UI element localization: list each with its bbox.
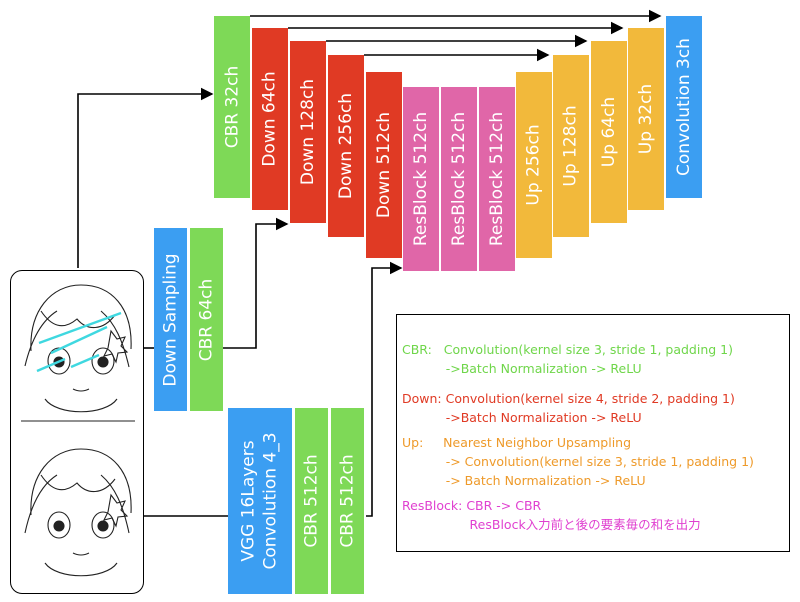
legend-resblock-line2: ResBlock入力前と後の要素毎の和を出力 (402, 517, 701, 532)
block-cbr512-b: CBR 512ch (331, 408, 364, 594)
block-resblock-2-label: ResBlock 512ch (449, 111, 470, 247)
block-cbr32-label: CBR 32ch (222, 65, 243, 149)
block-up128: Up 128ch (553, 55, 589, 237)
block-down64: Down 64ch (252, 28, 288, 210)
block-up256-label: Up 256ch (524, 124, 544, 206)
block-cbr512-a: CBR 512ch (295, 408, 328, 594)
line-art-sketch-image (21, 284, 135, 577)
block-resblock-3-label: ResBlock 512ch (487, 111, 508, 247)
block-up256: Up 256ch (516, 72, 552, 258)
block-downsampling: Down Sampling (154, 228, 187, 411)
block-up128-label: Up 128ch (561, 105, 581, 187)
block-downsampling-label: Down Sampling (160, 252, 181, 387)
block-conv3-label: Convolution 3ch (674, 38, 695, 176)
block-resblock-2: ResBlock 512ch (441, 87, 477, 271)
block-resblock-1-label: ResBlock 512ch (411, 111, 432, 247)
block-cbr64-label: CBR 64ch (196, 278, 217, 361)
block-down256-label: Down 256ch (336, 92, 356, 200)
cbr512-to-resblock-arrow (366, 261, 403, 517)
block-cbr512-b-label: CBR 512ch (337, 454, 358, 548)
legend-resblock-line1: ResBlock: CBR -> CBR (402, 498, 542, 513)
legend-box: CBR: Convolution(kernel size 3, stride 1… (396, 314, 790, 552)
block-down256: Down 256ch (328, 55, 364, 237)
legend-up-line1: Up: Nearest Neighbor Upsampling (402, 435, 632, 450)
block-cbr64: CBR 64ch (190, 228, 223, 411)
hint-strokes (36, 311, 122, 373)
block-down512: Down 512ch (366, 72, 402, 258)
block-resblock-1: ResBlock 512ch (403, 87, 439, 271)
input-to-cbr32-arrow (77, 87, 214, 268)
block-vgg-label: VGG 16Layers Convolution 4_3 (238, 432, 282, 569)
legend-cbr-line2: ->Batch Normalization -> ReLU (402, 361, 642, 376)
block-vgg: VGG 16Layers Convolution 4_3 (228, 408, 292, 594)
block-cbr512-a-label: CBR 512ch (301, 454, 322, 548)
legend-down-line1: Down: Convolution(kernel size 4, stride … (402, 391, 735, 406)
block-up64-label: Up 64ch (599, 96, 620, 168)
block-vgg-line2: Convolution 4_3 (261, 432, 282, 570)
block-up64: Up 64ch (591, 41, 627, 223)
legend-down-line2: ->Batch Normalization -> ReLU (402, 410, 642, 425)
block-down128-label: Down 128ch (298, 78, 318, 186)
cbr64-to-down128-arrow (223, 217, 289, 349)
block-down128: Down 128ch (290, 41, 326, 223)
block-down512-label: Down 512ch (374, 111, 394, 219)
legend-cbr-line1: CBR: Convolution(kernel size 3, stride 1… (402, 342, 733, 357)
block-cbr32: CBR 32ch (214, 16, 250, 198)
block-conv3: Convolution 3ch (666, 16, 702, 198)
legend-up-line3: -> Batch Normalization -> ReLU (402, 473, 646, 488)
block-up32-label: Up 32ch (636, 83, 657, 155)
block-vgg-line1: VGG 16Layers (239, 440, 260, 562)
input-image-frame (10, 270, 144, 594)
block-up32: Up 32ch (628, 28, 664, 210)
legend-up-line2: -> Convolution(kernel size 3, stride 1, … (402, 454, 754, 469)
block-resblock-3: ResBlock 512ch (479, 87, 515, 271)
block-down64-label: Down 64ch (260, 71, 281, 167)
